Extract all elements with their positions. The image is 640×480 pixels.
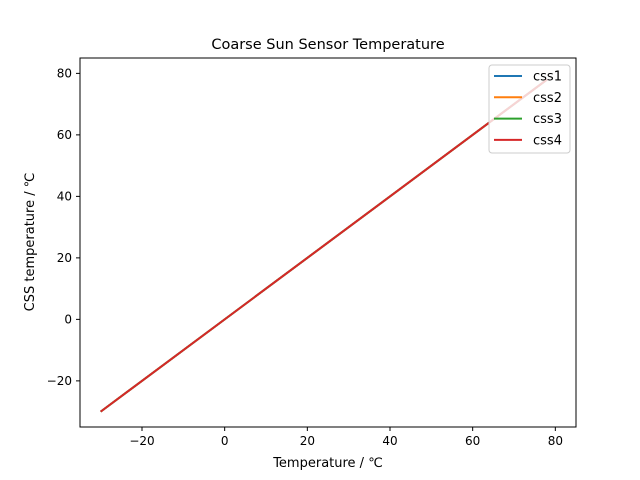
y-tick-label: −20 [47, 374, 72, 388]
plot-area-frame [79, 57, 577, 428]
x-tick-label: 40 [382, 434, 397, 448]
x-tick-label: 0 [221, 434, 229, 448]
y-axis-label: CSS temperature / ℃ [23, 173, 38, 312]
legend-label-css2: css2 [533, 91, 562, 106]
legend-items: css1 css2 css3 css4 [494, 70, 562, 148]
legend-box [488, 64, 571, 154]
chart-title: Coarse Sun Sensor Temperature [211, 37, 444, 53]
x-tick-label: −20 [129, 434, 154, 448]
y-tick-label: 80 [57, 66, 72, 80]
x-tick-label: 80 [548, 434, 563, 448]
legend-label-css3: css3 [533, 112, 562, 127]
legend-label-css4: css4 [533, 133, 562, 148]
y-tick-label: 40 [57, 189, 72, 203]
series-layer [100, 78, 548, 413]
y-tick-label: 20 [57, 251, 72, 265]
tick-layer: −20 0 20 40 60 80 −20 0 20 40 60 80 [47, 66, 563, 448]
x-tick-label: 60 [465, 434, 480, 448]
x-axis-label: Temperature / ℃ [272, 456, 383, 471]
series-line-css4 [100, 78, 548, 413]
legend: css1 css2 css3 css4 [488, 64, 571, 154]
x-tick-label: 20 [300, 434, 315, 448]
y-tick-label: 60 [57, 128, 72, 142]
y-tick-label: 0 [64, 312, 72, 326]
legend-label-css1: css1 [533, 70, 562, 85]
